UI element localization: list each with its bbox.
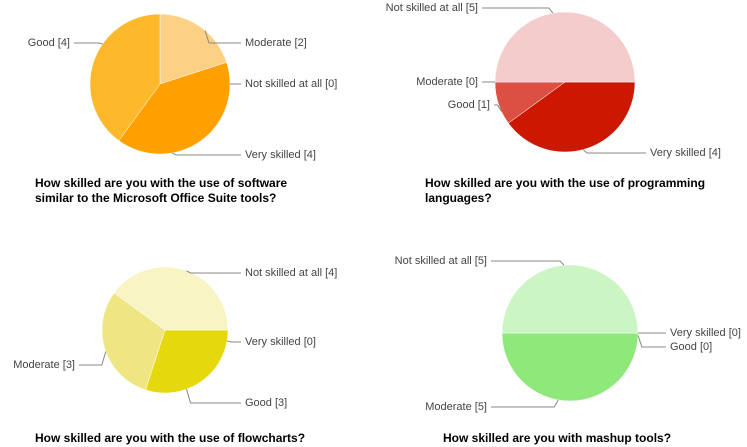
- leader-line: [186, 270, 241, 274]
- chart-title: How skilled are you with the use of soft…: [35, 176, 288, 205]
- leader-line: [79, 351, 107, 366]
- pie-slice: [501, 332, 639, 402]
- leader-line: [491, 399, 559, 408]
- leader-line: [582, 149, 646, 154]
- pie-slice: [113, 266, 229, 331]
- leader-line: [482, 7, 554, 14]
- pie-slice: [101, 292, 166, 391]
- slice-label: Good [4]: [28, 37, 70, 49]
- slice-label: Moderate [5]: [425, 401, 487, 413]
- slice-label: Not skilled at all [4]: [245, 267, 337, 279]
- chart-title: How skilled are you with the use of flow…: [35, 431, 306, 445]
- slice-label: Moderate [2]: [245, 37, 307, 49]
- slice-label: Very skilled [0]: [670, 327, 741, 339]
- leader-line: [204, 30, 241, 44]
- pie-slice: [494, 11, 636, 83]
- slice-label: Good [1]: [448, 99, 490, 111]
- leader-line: [494, 104, 502, 112]
- slice-label: Very skilled [0]: [245, 336, 316, 348]
- chart-title: How skilled are you with the use of prog…: [425, 176, 706, 205]
- pie-slice: [508, 81, 636, 153]
- leader-line: [74, 42, 103, 45]
- chart-title: How skilled are you with mashup tools?: [443, 431, 672, 445]
- slice-label: Not skilled at all [5]: [395, 255, 487, 267]
- leader-line: [637, 335, 666, 348]
- leader-line: [186, 389, 241, 404]
- slice-label: Moderate [0]: [416, 76, 478, 88]
- leader-line: [171, 152, 241, 156]
- slice-label: Not skilled at all [0]: [245, 78, 337, 90]
- pie-slice: [501, 264, 639, 334]
- pie-slice: [159, 13, 227, 85]
- pie-slice: [118, 62, 231, 155]
- pie-slice: [89, 13, 161, 141]
- slice-label: Good [3]: [245, 397, 287, 409]
- slice-label: Good [0]: [670, 341, 712, 353]
- leader-line: [226, 340, 241, 343]
- slice-label: Not skilled at all [5]: [386, 2, 478, 14]
- slice-label: Very skilled [4]: [245, 149, 316, 161]
- slice-label: Moderate [3]: [13, 359, 75, 371]
- leader-line: [491, 260, 565, 266]
- pie-slice: [145, 329, 229, 394]
- slice-label: Very skilled [4]: [650, 147, 721, 159]
